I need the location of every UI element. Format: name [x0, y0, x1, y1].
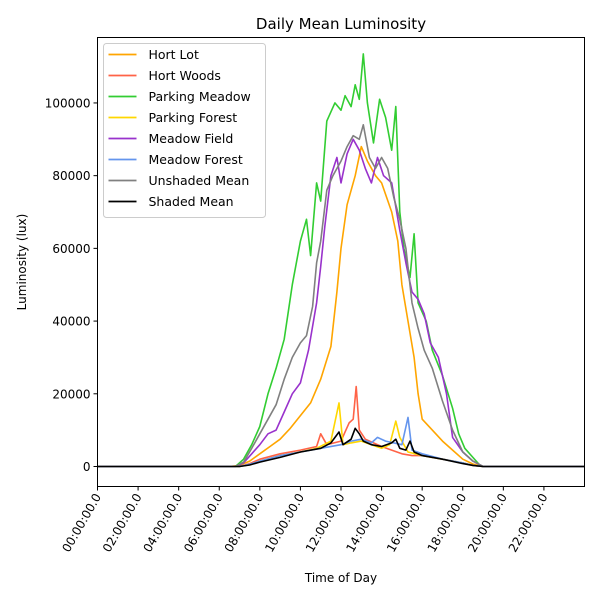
legend-label: Meadow Forest [149, 152, 243, 167]
series-line-unshaded-mean [97, 124, 585, 468]
legend-label: Parking Meadow [149, 89, 251, 104]
legend: Hort Lot Hort Woods Parking Meadow Parking … [103, 43, 266, 218]
series-line-shaded-mean [97, 427, 585, 468]
y-axis-label: Luminosity (lux) [15, 214, 29, 311]
y-tick-label: 80000 [52, 169, 90, 183]
legend-label: Parking Forest [149, 110, 238, 125]
legend-label: Hort Lot [149, 47, 199, 62]
legend-label: Meadow Field [149, 131, 234, 146]
y-tick-label: 40000 [52, 315, 90, 329]
legend-label: Unshaded Mean [149, 173, 250, 188]
series-line-hort-lot [97, 145, 585, 468]
legend-label: Shaded Mean [149, 194, 234, 209]
y-tick-label: 20000 [52, 387, 90, 401]
legend-label: Hort Woods [149, 68, 221, 83]
chart-title: Daily Mean Luminosity [256, 15, 426, 33]
y-tick-label: 60000 [52, 242, 90, 256]
y-axis: 0 20000 40000 60000 80000 100000 [45, 96, 98, 474]
y-tick-label: 100000 [45, 96, 91, 110]
y-tick-label: 0 [83, 460, 91, 474]
x-axis-label: Time of Day [304, 571, 377, 585]
series-line-meadow-field [97, 138, 585, 468]
legend-box [103, 43, 266, 218]
plot-area [97, 53, 585, 468]
